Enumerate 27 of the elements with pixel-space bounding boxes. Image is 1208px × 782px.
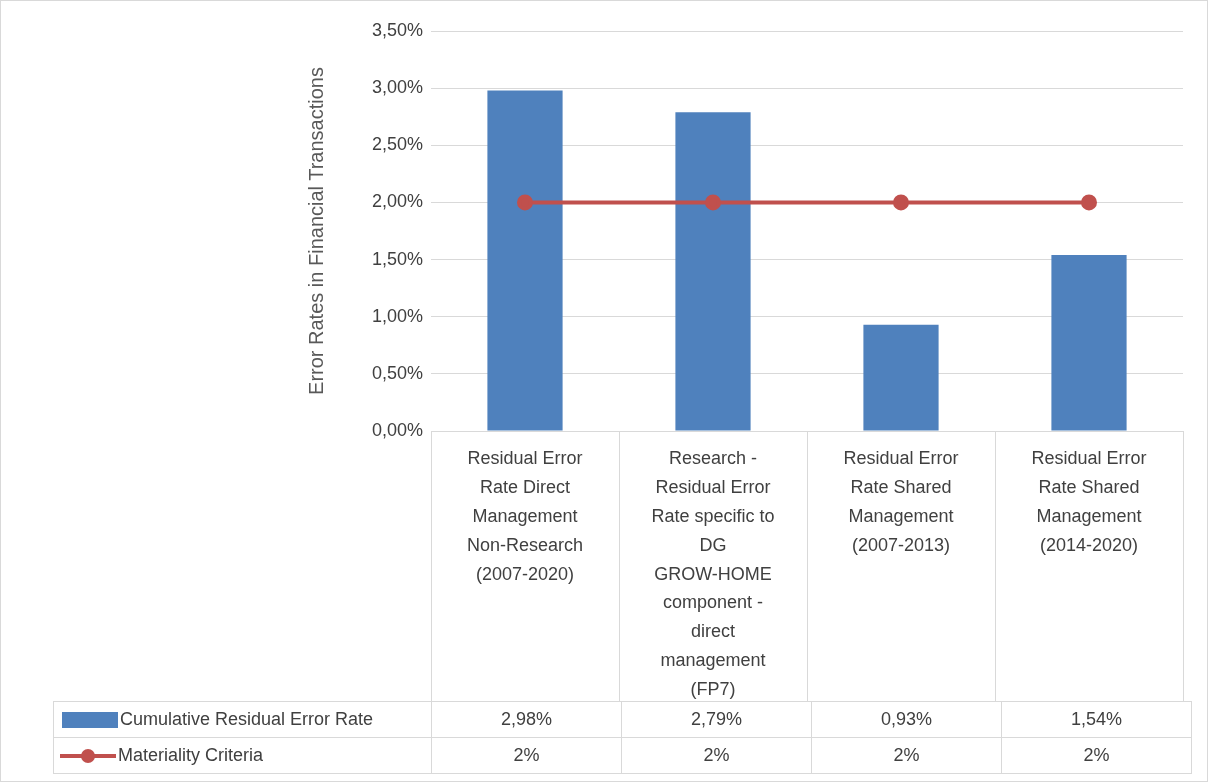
x-tick-label: Residual Error Rate Direct Management Non-Research (2007-2020)	[466, 448, 584, 584]
x-tick-label: Residual Error Rate Shared Management (2007-2013)	[843, 448, 959, 555]
legend-label: Materiality Criteria	[118, 745, 264, 766]
y-tick-label: 0,50%	[371, 362, 423, 383]
x-tick-label: Residual Error Rate Shared Management (2014-2020)	[1031, 448, 1147, 555]
y-tick-label: 3,50%	[371, 19, 423, 40]
data-label: 2%	[432, 738, 622, 774]
data-label: 1,54%	[1002, 702, 1192, 738]
y-tick-label: 2,00%	[371, 191, 423, 212]
y-tick-label: 0,00%	[371, 419, 423, 440]
data-label: 2%	[622, 738, 812, 774]
bar	[675, 112, 751, 431]
bar	[487, 90, 563, 431]
data-label: 2,79%	[622, 702, 812, 738]
y-tick-label: 3,00%	[371, 77, 423, 98]
data-label: 2,98%	[432, 702, 622, 738]
bar	[863, 324, 939, 431]
bar	[1051, 255, 1127, 431]
y-tick-label: 1,00%	[371, 305, 423, 326]
y-tick-label: 2,50%	[371, 134, 423, 155]
category-label: Research - Residual Error Rate specific to DG GROW-HOME component - direct management (FP7)	[651, 448, 775, 699]
y-tick-label: 1,50%	[371, 248, 423, 269]
y-axis-title: Error Rates in Financial Transactions	[304, 67, 327, 395]
data-label: 2%	[1002, 738, 1192, 774]
data-label: 0,93%	[812, 702, 1002, 738]
data-label: 2%	[812, 738, 1002, 774]
legend-label: Cumulative Residual Error Rate	[120, 709, 374, 730]
